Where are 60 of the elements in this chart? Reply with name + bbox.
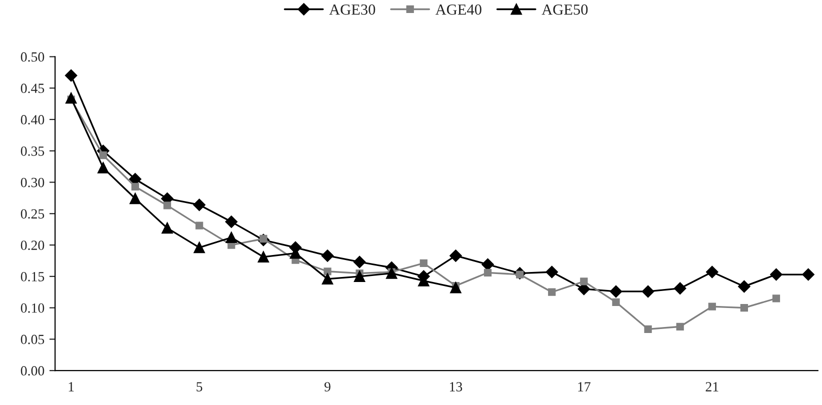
point: [674, 282, 686, 294]
point: [548, 288, 556, 296]
y-tick-label: 0.45: [20, 84, 44, 94]
y-tick-label: 0.15: [20, 272, 44, 282]
point: [610, 285, 622, 298]
point: [644, 325, 652, 333]
point: [450, 250, 462, 262]
point: [225, 216, 238, 228]
legend-label: AGE30: [329, 4, 376, 15]
x-tick-label: 9: [324, 382, 330, 392]
point: [66, 92, 77, 104]
x-tick-label: 21: [706, 382, 718, 392]
point: [321, 250, 334, 262]
point: [131, 182, 140, 190]
point: [193, 198, 206, 211]
x-tick-label: 1: [68, 382, 74, 392]
point: [322, 273, 334, 284]
x-tick-label: 13: [450, 382, 462, 392]
point: [676, 322, 684, 330]
y-tick-label: 0.50: [20, 52, 44, 62]
point: [450, 282, 462, 294]
point: [580, 278, 588, 286]
point: [130, 193, 141, 204]
y-tick-label: 0.00: [20, 366, 44, 376]
point: [770, 268, 782, 281]
y-tick-label: 0.05: [20, 334, 44, 344]
point: [484, 268, 492, 276]
y-tick-label: 0.20: [20, 240, 44, 250]
point: [99, 151, 107, 160]
y-tick-label: 0.10: [20, 303, 44, 313]
point: [772, 294, 780, 302]
point: [226, 232, 237, 244]
point: [642, 285, 654, 298]
point: [258, 251, 269, 263]
point: [162, 222, 173, 234]
legend-label: AGE40: [435, 4, 482, 15]
point: [353, 256, 366, 268]
point: [194, 242, 205, 254]
point: [354, 270, 366, 282]
point: [324, 268, 332, 276]
x-tick-label: 17: [578, 382, 590, 392]
legend-label: AGE50: [542, 4, 588, 15]
y-tick-label: 0.35: [20, 146, 44, 156]
point: [195, 222, 204, 230]
point: [65, 69, 78, 82]
y-tick-label: 0.25: [20, 209, 44, 219]
y-tick-label: 0.30: [20, 178, 44, 188]
point: [706, 266, 718, 278]
point: [740, 304, 748, 312]
point: [420, 259, 428, 268]
point: [708, 302, 716, 310]
point: [612, 298, 620, 306]
point: [546, 266, 558, 278]
point: [98, 162, 109, 174]
y-tick-label: 0.40: [20, 115, 44, 124]
point: [738, 280, 750, 293]
point: [386, 268, 398, 279]
x-tick-label: 5: [196, 382, 202, 392]
point: [163, 202, 172, 210]
point: [802, 268, 814, 281]
